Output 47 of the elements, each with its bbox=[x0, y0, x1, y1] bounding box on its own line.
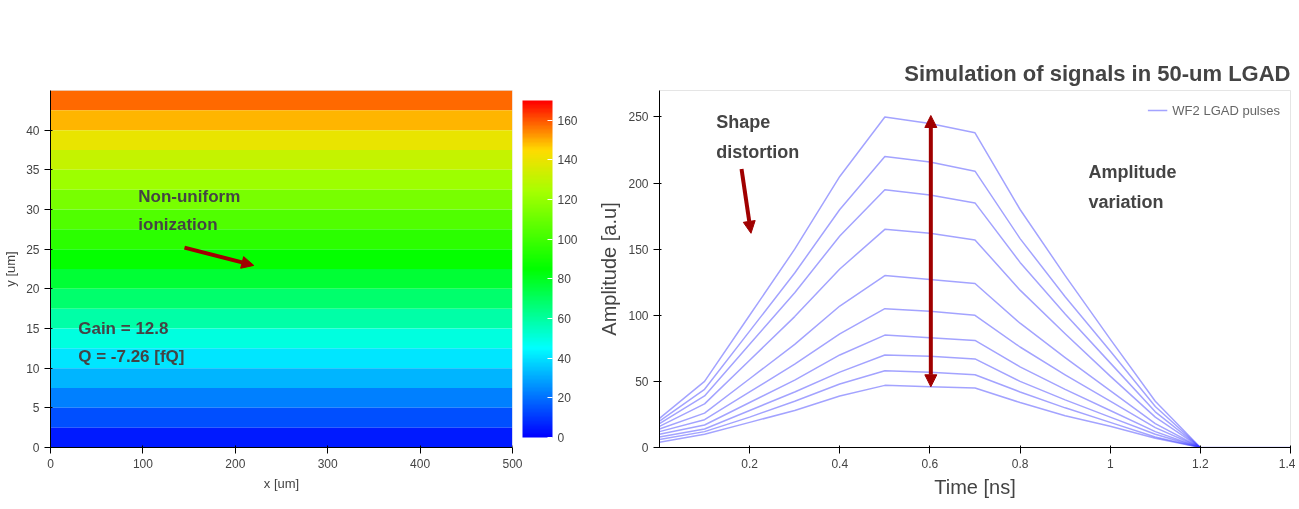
x-tick-label: 1.2 bbox=[1192, 456, 1210, 471]
x-tick-label: 500 bbox=[502, 456, 523, 471]
color-bar-label: 140 bbox=[557, 153, 578, 168]
x-tick-label: 100 bbox=[132, 456, 154, 471]
color-bar-label: 60 bbox=[557, 312, 572, 327]
x-tick-label: 0.4 bbox=[831, 456, 849, 471]
annotation: Shape distortion bbox=[716, 111, 800, 162]
y-tick-label: 100 bbox=[628, 308, 649, 323]
x-axis-title: x [um] bbox=[263, 475, 300, 491]
annotation: Gain = 12.8 Q = -7.26 [fQ] bbox=[78, 318, 185, 367]
x-axis-title: Time [ns] bbox=[934, 475, 1016, 498]
x-tick-label: 0 bbox=[47, 456, 55, 471]
y-tick-label: 25 bbox=[26, 242, 40, 257]
x-tick-label: 0.8 bbox=[1011, 456, 1029, 471]
y-tick-label: 40 bbox=[26, 123, 40, 138]
y-tick-label: 200 bbox=[628, 176, 649, 191]
color-bar-label: 20 bbox=[557, 391, 572, 406]
y-axis-title: Amplitude [a.u] bbox=[598, 202, 621, 336]
y-tick-label: 5 bbox=[32, 401, 40, 416]
annotation: Amplitude variation bbox=[1088, 161, 1177, 212]
y-tick-label: 15 bbox=[26, 322, 40, 336]
color-bar-label: 0 bbox=[557, 431, 565, 445]
annotation: Non-uniform ionization bbox=[138, 186, 241, 235]
y-tick-label: 0 bbox=[641, 441, 649, 455]
x-tick-label: 400 bbox=[410, 456, 431, 471]
x-tick-label: 0.6 bbox=[921, 456, 939, 471]
legend-label: WF2 LGAD pulses bbox=[1172, 102, 1280, 118]
y-tick-label: 50 bbox=[635, 374, 649, 389]
x-tick-label: 1 bbox=[1106, 456, 1114, 471]
color-bar-label: 80 bbox=[557, 272, 572, 287]
x-tick-label: 0.2 bbox=[741, 456, 759, 471]
y-tick-label: 150 bbox=[628, 242, 649, 257]
y-tick-label: 250 bbox=[628, 110, 649, 125]
y-tick-label: 0 bbox=[32, 441, 40, 455]
x-tick-label: 200 bbox=[225, 456, 246, 471]
color-bar-label: 40 bbox=[557, 351, 572, 366]
y-axis-title: y [um] bbox=[3, 251, 19, 287]
color-bar-label: 100 bbox=[557, 232, 578, 247]
chart-title: Simulation of signals in 50-um LGAD bbox=[904, 60, 1291, 86]
color-bar-label: 120 bbox=[557, 193, 578, 208]
y-tick-label: 20 bbox=[26, 282, 40, 297]
x-tick-label: 300 bbox=[317, 456, 339, 471]
y-tick-label: 30 bbox=[26, 203, 40, 217]
y-tick-label: 35 bbox=[26, 163, 40, 178]
color-bar-label: 160 bbox=[557, 113, 578, 128]
y-tick-label: 10 bbox=[26, 361, 40, 376]
x-tick-label: 1.4 bbox=[1278, 456, 1296, 471]
